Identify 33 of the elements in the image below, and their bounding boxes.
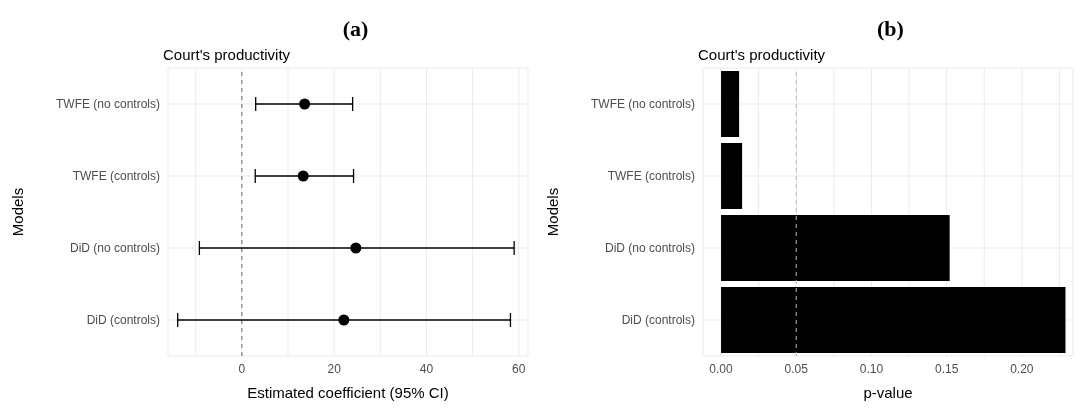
point: [297, 170, 309, 182]
x-tick-label: 0.10: [859, 361, 884, 376]
chart-subtitle: Court's productivity: [162, 46, 292, 63]
x-tick-label: 0.00: [709, 361, 734, 376]
point: [338, 314, 350, 326]
x-tick-label: 20: [327, 361, 342, 376]
y-axis-title: Models: [544, 187, 562, 237]
point: [299, 98, 311, 110]
x-tick-label: 0.20: [1010, 361, 1034, 376]
y-tick-label: TWFE (no controls): [590, 97, 695, 112]
chart-title: (b): [876, 16, 905, 42]
x-tick-label: 0.05: [784, 361, 809, 376]
bar: [721, 142, 743, 209]
y-tick-label: TWFE (controls): [72, 169, 160, 184]
x-tick-label: 40: [419, 361, 434, 376]
y-tick-label: DiD (controls): [621, 313, 695, 328]
x-tick-label: 60: [512, 361, 526, 376]
x-axis-title: Estimated coefficient (95% CI): [247, 384, 449, 401]
point: [350, 242, 362, 254]
y-tick-label: DiD (no controls): [69, 241, 160, 256]
chart-subtitle: Court's productivity: [697, 46, 827, 63]
y-tick-label: TWFE (controls): [607, 169, 695, 184]
bar: [721, 286, 1066, 353]
x-tick-label: 0: [238, 361, 246, 376]
bar: [721, 214, 950, 281]
y-axis-title: Models: [9, 187, 27, 237]
x-tick-label: 0.15: [934, 361, 959, 376]
x-axis-title: p-value: [863, 384, 913, 401]
y-tick-label: TWFE (no controls): [55, 97, 160, 112]
bar: [721, 70, 740, 137]
chart-title: (a): [341, 16, 370, 42]
y-tick-label: DiD (controls): [86, 313, 160, 328]
y-tick-label: DiD (no controls): [604, 241, 695, 256]
